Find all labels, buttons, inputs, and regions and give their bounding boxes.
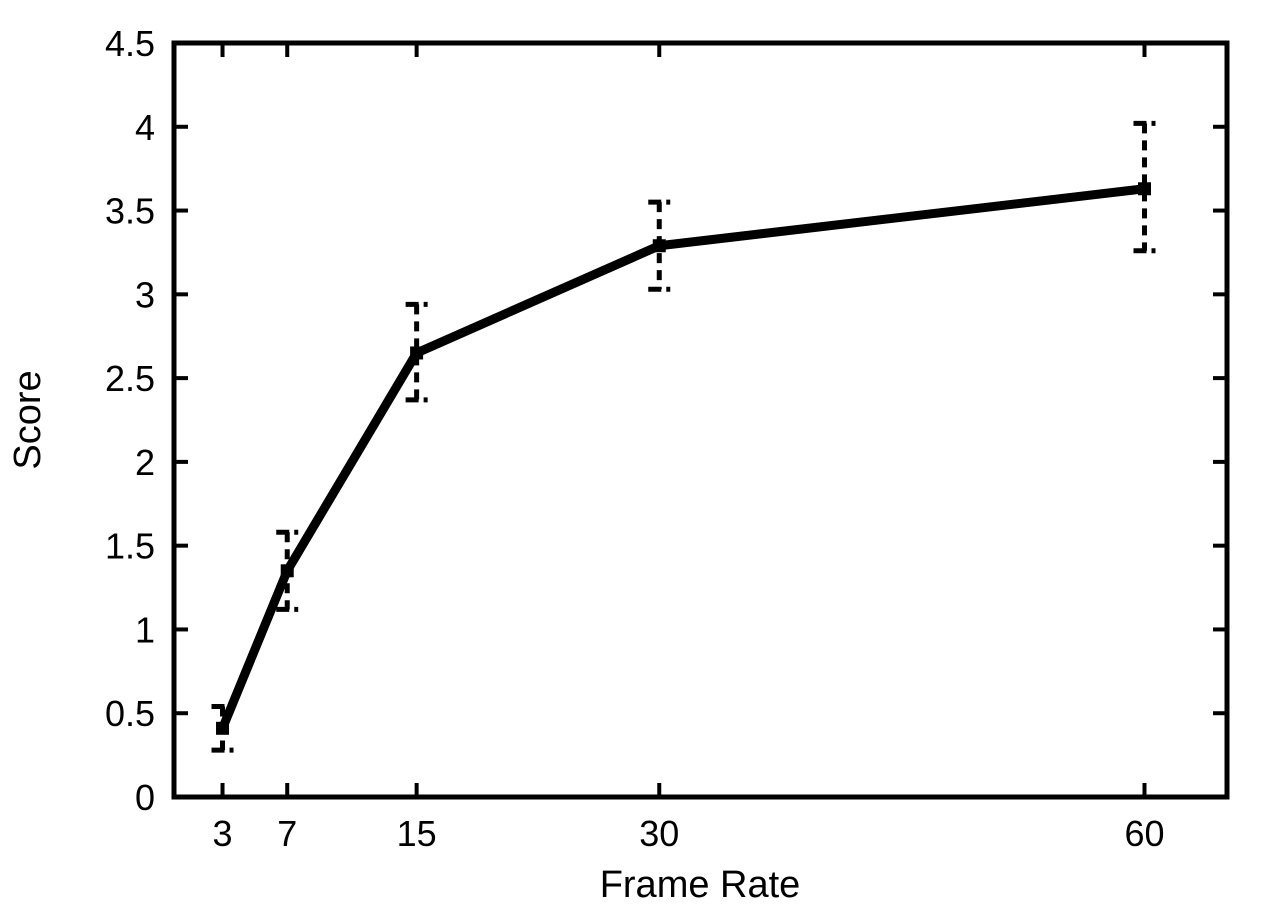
y-tick-label: 0.5 [105,693,155,734]
y-tick-label: 2 [135,442,155,483]
x-tick-label: 7 [277,813,297,854]
x-axis-title: Frame Rate [600,864,801,906]
data-point-marker [1138,182,1152,196]
y-axis-title: Score [7,370,49,469]
y-tick-label: 3.5 [105,191,155,232]
y-tick-label: 0 [135,777,155,818]
x-tick-label: 15 [397,813,437,854]
plot-border [171,40,1230,800]
y-tick-label: 4.5 [105,23,155,64]
y-tick-label: 1.5 [105,526,155,567]
x-tick-label: 60 [1124,813,1164,854]
y-tick-label: 4 [135,107,155,148]
y-tick-label: 3 [135,274,155,315]
x-tick-label: 3 [213,813,233,854]
data-point-marker [652,239,666,253]
y-tick-label: 1 [135,609,155,650]
data-point-marker [216,721,230,735]
data-point-marker [410,346,424,360]
series-line [218,184,1146,731]
data-point-marker [280,564,294,578]
y-tick-label: 2.5 [105,358,155,399]
x-tick-label: 30 [639,813,679,854]
